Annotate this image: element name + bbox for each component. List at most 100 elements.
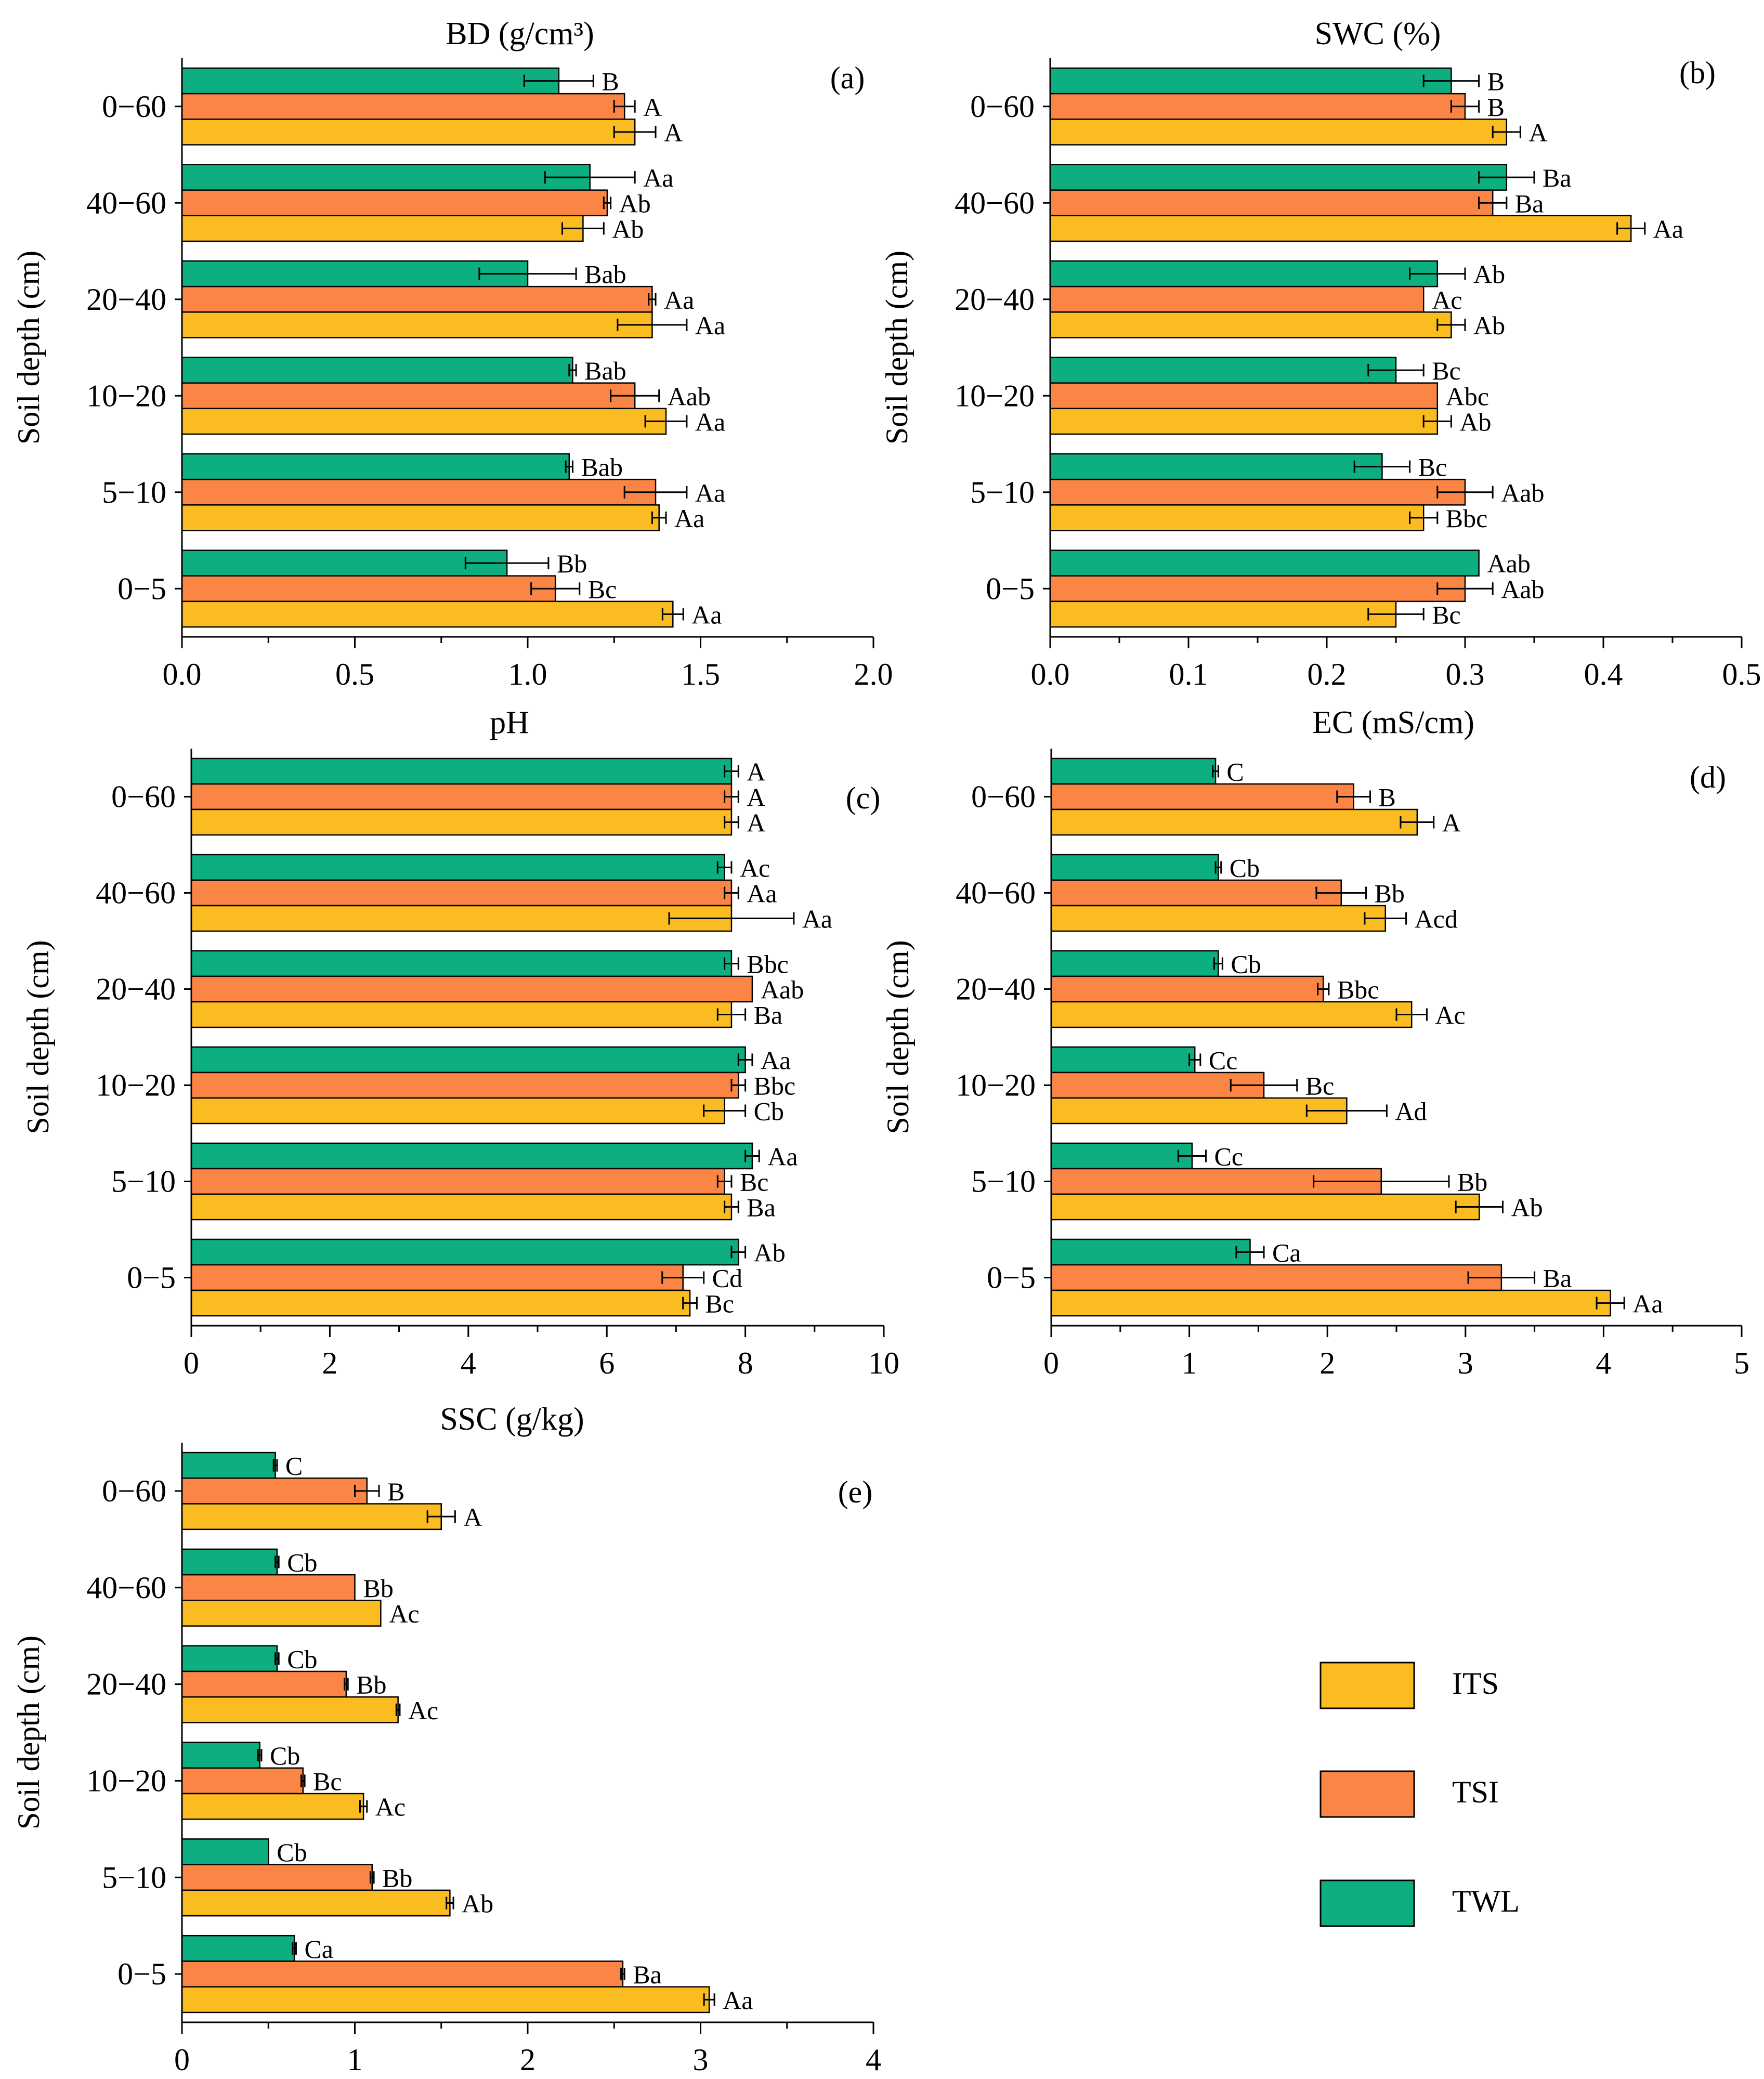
panel-b-xtick-label: 0.2 (1308, 657, 1347, 691)
significance-label-c-its: A (747, 808, 765, 838)
panel-a-xtick-label: 0.0 (163, 657, 202, 691)
bar-c-twl (190, 1046, 746, 1074)
legend-label-its: ITS (1452, 1666, 1499, 1701)
significance-label-a-twl: Bb (557, 549, 587, 578)
bar-b-its (1049, 600, 1397, 628)
bar-c-twl (190, 757, 733, 785)
significance-label-a-twl: Bab (584, 260, 626, 289)
bar-e-its (181, 1986, 710, 2013)
significance-label-c-tsi: Bbc (754, 1071, 796, 1101)
panel-c-label: (c) (846, 781, 881, 815)
bar-c-twl (190, 1238, 739, 1266)
panel-e-xtick-label: 0 (174, 2043, 190, 2077)
bar-d-twl (1050, 1142, 1193, 1170)
bar-d-twl (1050, 950, 1219, 977)
panel-e-ylabel: Soil depth (cm) (11, 1636, 46, 1829)
bar-b-its (1049, 119, 1508, 146)
significance-label-d-tsi: Bb (1375, 879, 1405, 908)
bar-d-its (1050, 1001, 1413, 1028)
significance-label-a-tsi: A (643, 93, 662, 122)
panel-b-xtick-label: 0.1 (1169, 657, 1208, 691)
significance-label-d-its: Aa (1632, 1289, 1663, 1318)
bar-e-tsi (181, 1960, 624, 1988)
significance-label-a-its: Aa (695, 407, 725, 436)
significance-label-d-tsi: Bb (1457, 1168, 1487, 1197)
significance-label-e-twl: Cb (277, 1838, 307, 1867)
bar-c-tsi (190, 1264, 684, 1291)
bar-a-tsi (181, 93, 625, 120)
significance-label-a-its: Aa (695, 311, 725, 340)
panel-b-label: (b) (1679, 56, 1716, 90)
panel-d-xtick-label: 3 (1458, 1346, 1473, 1380)
panel-c-ytick-label: 0−60 (111, 780, 176, 814)
panel-d-ylabel: Soil depth (cm) (881, 940, 915, 1134)
bar-a-its (181, 408, 667, 435)
panel-b-xtick-label: 0.4 (1584, 657, 1623, 691)
bar-c-its (190, 905, 733, 932)
significance-label-c-its: Bc (705, 1289, 734, 1318)
bar-e-tsi (181, 1767, 304, 1795)
panel-a-xtick-label: 2.0 (854, 657, 893, 691)
panel-d-xtick-label: 1 (1182, 1346, 1197, 1380)
bar-d-twl (1050, 854, 1219, 881)
significance-label-c-tsi: Cd (712, 1264, 742, 1293)
bar-b-its (1049, 504, 1425, 531)
bar-d-twl (1050, 1238, 1251, 1266)
panel-c-xtick-label: 0 (184, 1346, 199, 1380)
panel-d-title: EC (mS/cm) (1312, 705, 1474, 740)
bar-c-its (190, 808, 733, 836)
bar-a-tsi (181, 285, 653, 313)
bar-a-tsi (181, 575, 556, 603)
panel-b-xtick-label: 0.3 (1446, 657, 1485, 691)
bar-d-its (1050, 1289, 1611, 1317)
panel-b-xtick-label: 0.5 (1722, 657, 1761, 691)
panel-c-xtick-label: 4 (461, 1346, 476, 1380)
bar-d-twl (1050, 1046, 1196, 1074)
bar-a-twl (181, 357, 573, 384)
panel-e-ytick-label: 20−40 (86, 1667, 166, 1702)
bar-a-twl (181, 67, 560, 95)
panel-e-label: (e) (838, 1475, 873, 1509)
significance-label-c-twl: A (747, 757, 765, 786)
bar-a-twl (181, 164, 591, 191)
panel-d-ec: EC (mS/cm) (d) Soil depth (cm) 0−5 Ca Ba Aa 5−1… (881, 705, 1749, 1380)
bar-a-its (181, 504, 660, 531)
bar-d-tsi (1050, 1264, 1502, 1291)
bar-b-tsi (1049, 93, 1466, 120)
significance-label-c-its: Aa (802, 905, 832, 934)
bar-e-its (181, 1696, 399, 1723)
bar-a-tsi (181, 189, 608, 217)
significance-label-e-its: Ac (389, 1599, 419, 1628)
bar-c-its (190, 1001, 733, 1028)
panel-a-ytick-label: 5−10 (102, 475, 166, 509)
legend-swatch-twl (1319, 1879, 1415, 1927)
significance-label-a-its: Aa (674, 504, 704, 533)
bar-b-tsi (1049, 285, 1425, 313)
panel-d-xtick-label: 2 (1319, 1346, 1335, 1380)
bar-e-twl (181, 1645, 278, 1672)
bar-b-tsi (1049, 382, 1439, 410)
bar-b-twl (1049, 357, 1397, 384)
bar-d-its (1050, 1193, 1480, 1221)
significance-label-b-its: Ab (1459, 407, 1491, 436)
significance-label-d-its: A (1442, 808, 1461, 838)
bar-b-tsi (1049, 575, 1466, 603)
panel-b-ytick-label: 5−10 (970, 475, 1035, 509)
bar-e-tsi (181, 1864, 373, 1891)
significance-label-a-tsi: Ab (619, 189, 651, 218)
panel-b-ylabel: Soil depth (cm) (880, 251, 914, 444)
significance-label-c-tsi: Aa (747, 879, 777, 908)
significance-label-a-its: A (664, 118, 683, 147)
significance-label-e-twl: Cb (270, 1741, 300, 1770)
panel-c-xtick-label: 10 (868, 1346, 899, 1380)
significance-label-e-tsi: B (387, 1477, 404, 1506)
panel-d-label: (d) (1690, 760, 1726, 794)
significance-label-b-tsi: Ba (1515, 189, 1544, 218)
significance-label-a-tsi: Aa (695, 478, 725, 507)
significance-label-a-tsi: Bc (588, 574, 617, 604)
panel-d-ytick-label: 20−40 (956, 972, 1036, 1006)
bar-b-tsi (1049, 478, 1466, 506)
bar-e-twl (181, 1548, 278, 1576)
